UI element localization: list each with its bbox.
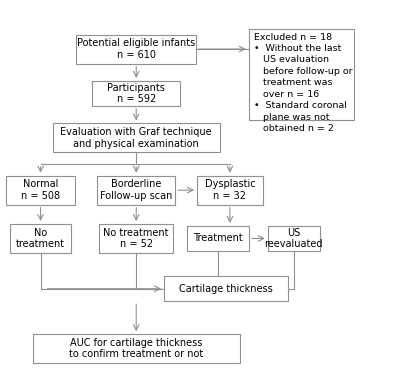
Text: Treatment: Treatment <box>193 234 243 243</box>
Text: Borderline
Follow-up scan: Borderline Follow-up scan <box>100 179 172 201</box>
Text: No treatment
n = 52: No treatment n = 52 <box>104 228 169 249</box>
Text: Evaluation with Graf technique
and physical examination: Evaluation with Graf technique and physi… <box>60 127 212 149</box>
FancyBboxPatch shape <box>197 176 263 204</box>
Text: Excluded n = 18
•  Without the last
   US evaluation
   before follow-up or
   t: Excluded n = 18 • Without the last US ev… <box>254 33 352 133</box>
Text: Potential eligible infants
n = 610: Potential eligible infants n = 610 <box>77 38 195 60</box>
Text: No
treatment: No treatment <box>16 228 65 249</box>
FancyBboxPatch shape <box>52 123 220 152</box>
Text: US
reevaluated: US reevaluated <box>264 228 323 249</box>
FancyBboxPatch shape <box>268 226 320 251</box>
FancyBboxPatch shape <box>164 276 288 301</box>
FancyBboxPatch shape <box>6 176 76 204</box>
Text: Cartilage thickness: Cartilage thickness <box>179 284 273 294</box>
FancyBboxPatch shape <box>92 81 180 106</box>
Text: Participants
n = 592: Participants n = 592 <box>107 83 165 104</box>
FancyBboxPatch shape <box>187 226 249 251</box>
FancyBboxPatch shape <box>249 29 354 120</box>
Text: Dysplastic
n = 32: Dysplastic n = 32 <box>204 179 255 201</box>
FancyBboxPatch shape <box>99 224 173 253</box>
FancyBboxPatch shape <box>76 35 196 64</box>
Text: Normal
n = 508: Normal n = 508 <box>21 179 60 201</box>
FancyBboxPatch shape <box>32 334 240 363</box>
FancyBboxPatch shape <box>97 176 175 204</box>
FancyBboxPatch shape <box>10 224 72 253</box>
Text: AUC for cartilage thickness
to confirm treatment or not: AUC for cartilage thickness to confirm t… <box>69 338 203 359</box>
